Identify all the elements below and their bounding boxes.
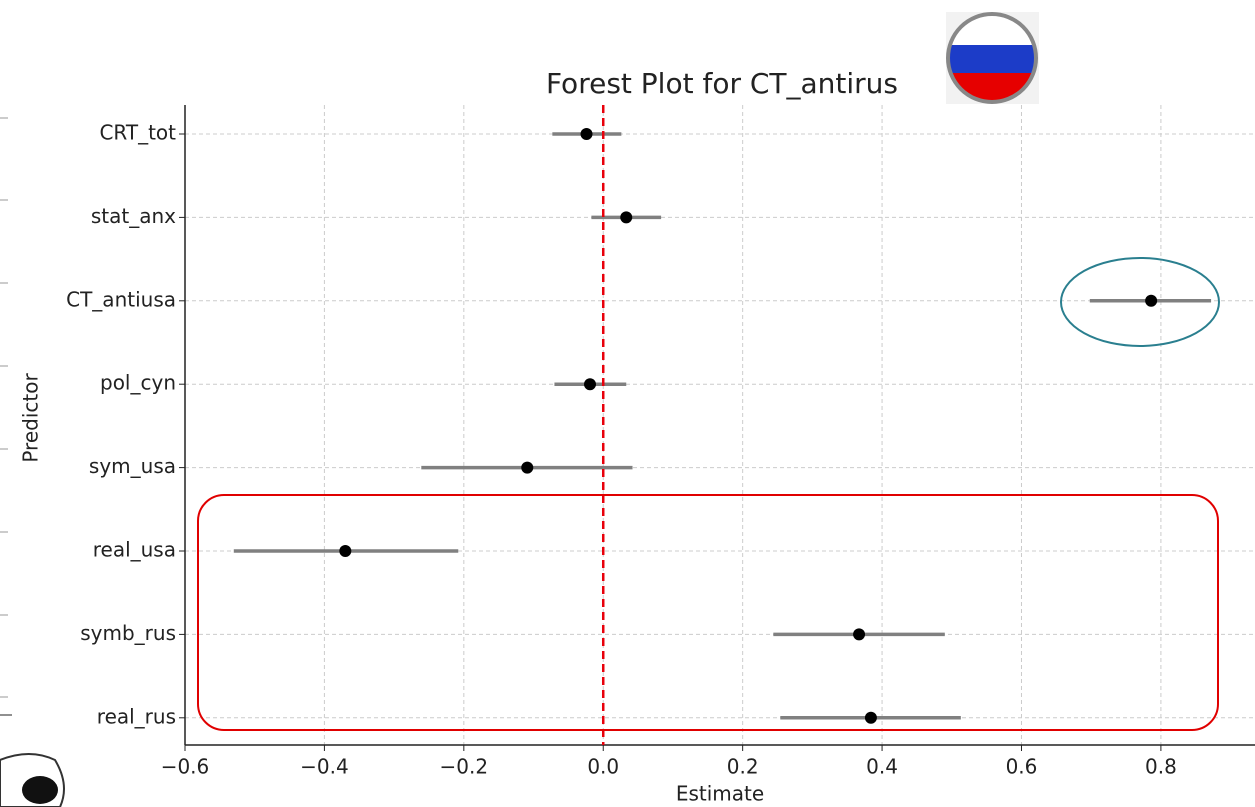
x-tick-label: −0.6 bbox=[161, 755, 210, 779]
estimate-point bbox=[853, 628, 866, 641]
y-tick-label: symb_rus bbox=[80, 621, 176, 645]
highlight-ellipse bbox=[1060, 257, 1220, 347]
x-tick-label: 0.8 bbox=[1145, 755, 1177, 779]
y-tick-label: real_usa bbox=[93, 538, 176, 562]
left-edge-ticks bbox=[0, 117, 12, 716]
estimate-point bbox=[580, 128, 593, 140]
y-tick-label: pol_cyn bbox=[100, 371, 176, 395]
y-tick-label: CRT_tot bbox=[99, 121, 176, 145]
estimate-point bbox=[583, 378, 596, 391]
x-tick-label: 0.2 bbox=[727, 755, 759, 779]
y-tick-label: stat_anx bbox=[91, 204, 176, 228]
estimate-point bbox=[339, 545, 352, 557]
highlight-box bbox=[197, 494, 1219, 731]
estimate-point bbox=[1145, 294, 1158, 307]
x-axis-label: Estimate bbox=[676, 782, 764, 806]
y-tick-label: sym_usa bbox=[89, 454, 176, 478]
x-tick-label: 0.0 bbox=[587, 755, 619, 779]
x-tick-label: 0.6 bbox=[1006, 755, 1038, 779]
flag-icon bbox=[946, 12, 1039, 104]
x-tick-label: −0.4 bbox=[300, 755, 349, 779]
sketch-icon bbox=[0, 753, 65, 807]
x-tick-label: −0.2 bbox=[440, 755, 489, 779]
y-tick-label: CT_antiusa bbox=[66, 287, 176, 311]
y-tick-label: real_rus bbox=[97, 704, 176, 728]
estimate-point bbox=[864, 711, 877, 724]
estimate-point bbox=[620, 211, 633, 224]
chart-title: Forest Plot for CT_antirus bbox=[546, 67, 898, 100]
estimate-point bbox=[521, 461, 534, 474]
y-axis-label: Predictor bbox=[19, 373, 43, 463]
x-tick-label: 0.4 bbox=[866, 755, 898, 779]
